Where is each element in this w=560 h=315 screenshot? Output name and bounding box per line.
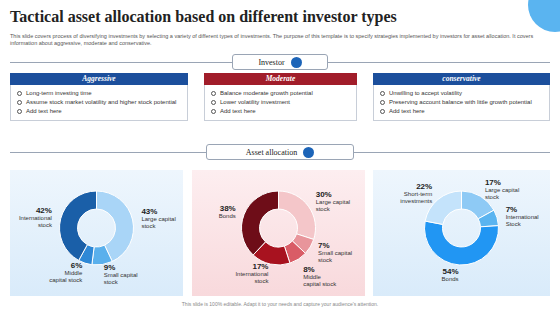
svg-text:17%: 17% [252, 262, 268, 271]
svg-text:38%: 38% [220, 204, 236, 213]
html-text:Asset allocation: Asset allocation [245, 147, 298, 157]
svg-text:International: International [506, 214, 539, 220]
html-text:Add text here: Add text here [389, 108, 425, 114]
html-text:Assume stock market volatility: Assume stock market volatility and highe… [26, 99, 177, 105]
html-text:Investor: Investor [258, 57, 285, 67]
html-text:Add text here: Add text here [220, 108, 256, 114]
svg-text:43%: 43% [141, 207, 157, 216]
svg-text:Large capital: Large capital [485, 187, 519, 193]
html-text:Tactical asset allocation base: Tactical asset allocation based on diffe… [10, 8, 397, 25]
svg-text:stock: stock [141, 223, 156, 229]
svg-text:stock: stock [254, 278, 269, 284]
html-text:This slide is 100% editable. A: This slide is 100% editable. Adapt it to… [181, 301, 379, 307]
svg-text:investments: investments [400, 198, 432, 204]
svg-text:42%: 42% [36, 206, 52, 215]
svg-text:Middle: Middle [65, 270, 83, 276]
svg-text:International: International [19, 215, 52, 221]
svg-text:Small capital: Small capital [318, 250, 352, 256]
svg-text:stock: stock [38, 222, 53, 228]
svg-text:17%: 17% [485, 178, 501, 187]
svg-text:Stock: Stock [506, 221, 522, 227]
svg-text:stock: stock [104, 279, 119, 285]
html-text:Long-term investing time: Long-term investing time [26, 90, 92, 96]
html-text:This slide covers process of d: This slide covers process of diversifyin… [10, 33, 534, 46]
html-text:Balance moderate growth potent: Balance moderate growth potential [220, 90, 313, 96]
svg-text:8%: 8% [303, 265, 315, 274]
html-text:Preserving account balance wit: Preserving account balance with little g… [389, 99, 532, 105]
html-text:Add text here: Add text here [26, 108, 62, 114]
svg-text:stock: stock [316, 206, 331, 212]
html-text:Aggressive: Aggressive [82, 74, 116, 83]
svg-text:Large capital: Large capital [141, 216, 175, 222]
svg-text:22%: 22% [416, 182, 432, 191]
svg-text:International: International [235, 271, 268, 277]
svg-text:capital stock: capital stock [49, 277, 83, 283]
html-text:Unwilling to accept volatility: Unwilling to accept volatility [389, 90, 462, 96]
svg-text:stock: stock [318, 257, 333, 263]
html-text:Moderate: Moderate [265, 74, 296, 83]
svg-text:Middle: Middle [303, 274, 321, 280]
svg-text:54%: 54% [443, 267, 459, 276]
svg-text:Small capital: Small capital [104, 272, 138, 278]
svg-text:Large capital: Large capital [316, 199, 350, 205]
svg-text:Bonds: Bonds [442, 276, 459, 282]
svg-text:7%: 7% [506, 205, 518, 214]
html-text:Lower volatility investment: Lower volatility investment [220, 99, 290, 105]
svg-text:Short-term: Short-term [404, 191, 432, 197]
svg-text:7%: 7% [318, 241, 330, 250]
svg-text:Bonds: Bonds [219, 213, 236, 219]
svg-text:9%: 9% [104, 263, 116, 272]
svg-text:capital stock: capital stock [303, 281, 337, 287]
svg-text:6%: 6% [71, 261, 83, 270]
svg-text:stock: stock [485, 194, 500, 200]
svg-text:30%: 30% [316, 190, 332, 199]
html-text:conservative: conservative [442, 74, 481, 83]
